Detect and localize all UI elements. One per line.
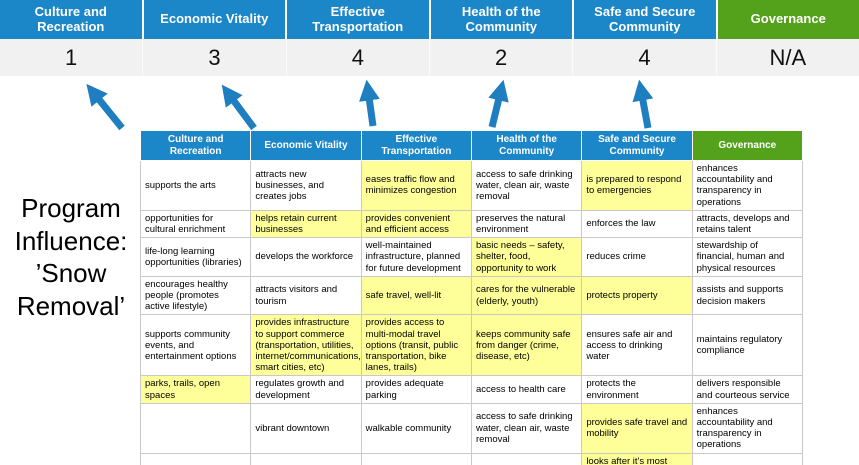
matrix-cell-r1-c5: is prepared to respond to emergencies [581, 160, 693, 211]
score-summary-band: Culture and Recreation Economic Vitality E… [0, 0, 859, 76]
top-header-cell-6: Governance [717, 0, 859, 39]
matrix-cell-r7-c6: enhances accountability and transparency… [691, 402, 804, 454]
matrix-header-1: Culture and Recreation [139, 130, 252, 161]
matrix-cell-r8-c6 [691, 452, 804, 465]
matrix-cell-r8-c5: looks after it's most vulnerable [581, 452, 693, 465]
score-value-2: 3 [143, 39, 287, 76]
matrix-header-3: Effective Transportation [360, 130, 472, 161]
matrix-cell-r2-c1: opportunities for cultural enrichment [139, 209, 252, 239]
matrix-cell-r3-c3: well-maintained infrastructure, planned … [360, 237, 472, 277]
matrix-cell-r4-c5: protects property [581, 275, 693, 316]
matrix-row-1: supports the arts attracts new businesses… [139, 160, 804, 211]
matrix-cell-r1-c6: enhances accountability and transparency… [691, 160, 804, 211]
matrix-cell-r8-c3 [360, 452, 472, 465]
matrix-cell-r1-c3: eases traffic flow and minimizes congest… [360, 160, 472, 211]
matrix-cell-r2-c3: provides convenient and efficient access [360, 209, 472, 239]
matrix-cell-r6-c5: protects the environment [581, 375, 693, 404]
score-row: 1 3 4 2 4 N/A [0, 39, 859, 76]
matrix-cell-r3-c5: reduces crime [581, 237, 693, 277]
matrix-row-7: vibrant downtown walkable community access… [139, 402, 804, 454]
matrix-cell-r5-c4: keeps community safe from danger (crime,… [470, 314, 583, 377]
influence-matrix-table: Culture and Recreation Economic Vitality E… [139, 130, 804, 465]
up-arrow-icon-3 [359, 79, 380, 127]
matrix-cell-r6-c1: parks, trails, open spaces [139, 375, 252, 404]
score-value-6: N/A [769, 44, 807, 70]
matrix-cell-r5-c3: provides access to multi-modal travel op… [360, 314, 472, 377]
matrix-header-row: Culture and Recreation Economic Vitality E… [139, 130, 804, 161]
top-header-row: Culture and Recreation Economic Vitality E… [0, 0, 859, 39]
matrix-cell-r3-c4: basic needs – safety, shelter, food, opp… [470, 237, 583, 277]
matrix-cell-r7-c1 [139, 402, 252, 454]
matrix-cell-r6-c6: delivers responsible and courteous servi… [691, 375, 804, 404]
top-header-cell-4: Health of the Community [430, 0, 574, 39]
matrix-cell-r7-c2: vibrant downtown [250, 402, 362, 454]
score-value-3: 4 [287, 39, 430, 76]
matrix-cell-r2-c4: preserves the natural environment [470, 209, 583, 239]
page-title: Program Influence: ’Snow Removal’ [14, 193, 128, 321]
matrix-cell-r5-c1: supports community events, and entertain… [139, 314, 252, 377]
matrix-header-4: Health of the Community [470, 130, 583, 161]
matrix-row-2: opportunities for cultural enrichment hel… [139, 209, 804, 239]
matrix-header-6: Governance [691, 130, 804, 161]
top-header-cell-1: Culture and Recreation [0, 0, 144, 39]
matrix-cell-r1-c4: access to safe drinking water, clean air… [470, 160, 583, 211]
matrix-cell-r2-c2: helps retain current businesses [250, 209, 362, 239]
score-value-1: 1 [0, 39, 144, 76]
matrix-cell-r2-c5: enforces the law [581, 209, 693, 239]
matrix-cell-r1-c2: attracts new businesses, and creates job… [250, 160, 362, 211]
matrix-header-2: Economic Vitality [250, 130, 362, 161]
matrix-cell-r5-c2: provides infrastructure to support comme… [250, 314, 362, 377]
matrix-cell-r4-c4: cares for the vulnerable (elderly, youth… [470, 275, 583, 316]
matrix-row-4: encourages healthy people (promotes acti… [139, 275, 804, 316]
matrix-cell-r3-c6: stewardship of financial, human and phys… [691, 237, 804, 277]
score-value-5: 4 [573, 39, 717, 76]
matrix-cell-r2-c6: attracts, develops and retains talent [691, 209, 804, 239]
matrix-body: supports the arts attracts new businesses… [139, 160, 804, 465]
score-value-4: 2 [430, 39, 574, 76]
up-arrow-icon-5 [632, 79, 654, 129]
matrix-cell-r3-c2: develops the workforce [250, 237, 362, 277]
matrix-row-6: parks, trails, open spaces regulates grow… [139, 375, 804, 404]
matrix-row-5: supports community events, and entertain… [139, 314, 804, 377]
matrix-cell-r7-c3: walkable community [360, 402, 472, 454]
up-arrow-icon-4 [488, 79, 509, 128]
matrix-cell-r3-c1: life-long learning opportunities (librar… [139, 237, 252, 277]
matrix-cell-r6-c4: access to health care [470, 375, 583, 404]
top-header-cell-3: Effective Transportation [287, 0, 431, 39]
up-arrow-icon-1 [86, 83, 125, 131]
matrix-row-8: looks after it's most vulnerable [139, 452, 804, 465]
up-arrow-icon-2 [221, 84, 257, 131]
matrix-cell-r4-c2: attracts visitors and tourism [250, 275, 362, 316]
matrix-cell-r5-c6: maintains regulatory compliance [691, 314, 804, 377]
arrows-graphic [86, 79, 654, 131]
matrix-cell-r6-c3: provides adequate parking [360, 375, 472, 404]
matrix-cell-r4-c6: assists and supports decision makers [691, 275, 804, 316]
matrix-cell-r4-c1: encourages healthy people (promotes acti… [139, 275, 252, 316]
top-header-cell-5: Safe and Secure Community [574, 0, 718, 39]
matrix-cell-r1-c1: supports the arts [139, 160, 252, 211]
matrix-cell-r8-c1 [139, 452, 252, 465]
top-header-cell-2: Economic Vitality [143, 0, 287, 39]
matrix-cell-r4-c3: safe travel, well-lit [360, 275, 472, 316]
matrix-cell-r5-c5: ensures safe air and access to drinking … [581, 314, 693, 377]
matrix-cell-r6-c2: regulates growth and development [250, 375, 362, 404]
matrix-cell-r7-c5: provides safe travel and mobility [581, 402, 693, 454]
matrix-cell-r8-c2 [250, 452, 362, 465]
matrix-cell-r7-c4: access to safe drinking water, clean air… [470, 402, 583, 454]
matrix-header-5: Safe and Secure Community [581, 130, 693, 161]
matrix-cell-r8-c4 [470, 452, 583, 465]
matrix-row-3: life-long learning opportunities (librar… [139, 237, 804, 277]
